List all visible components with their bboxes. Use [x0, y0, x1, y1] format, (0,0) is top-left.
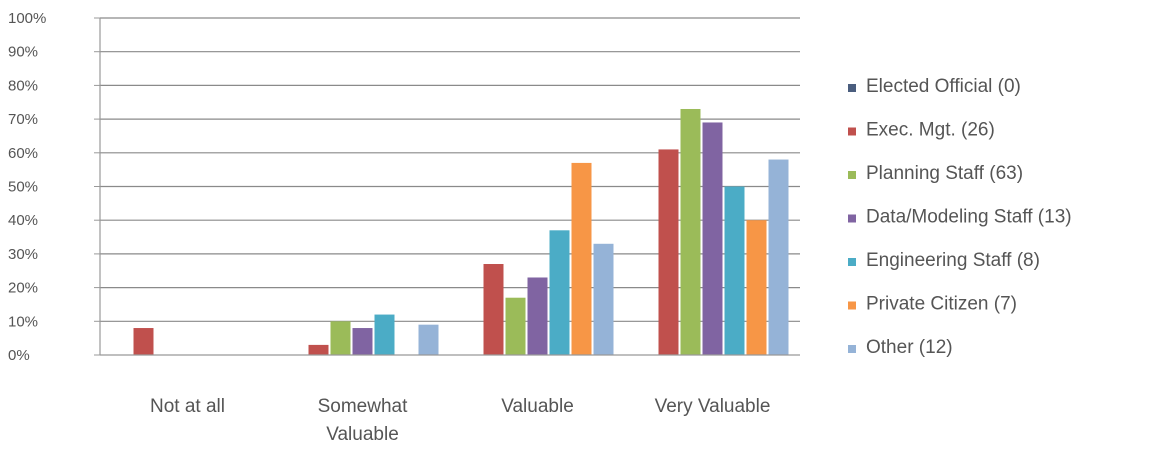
y-tick-label: 20% [8, 280, 38, 297]
bar [549, 230, 570, 355]
bar [571, 162, 592, 355]
bar [133, 328, 154, 355]
bar [746, 220, 767, 355]
bar [418, 324, 439, 355]
legend-label: Private Citizen (7) [866, 294, 1017, 315]
legend-swatch [848, 258, 856, 266]
x-category-label: Not at all [150, 396, 225, 417]
legend-label: Planning Staff (63) [866, 163, 1023, 184]
x-axis-labels: Not at all Somewhat Valuable Valuable Very V… [150, 396, 770, 445]
bar [702, 122, 723, 355]
bar [374, 314, 395, 355]
y-tick-label: 60% [8, 145, 38, 162]
axes [99, 18, 800, 356]
y-tick-label: 0% [8, 347, 30, 364]
legend-swatch [848, 84, 856, 92]
y-tick-label: 90% [8, 44, 38, 61]
y-tick-label: 30% [8, 246, 38, 263]
x-category-label: Valuable [501, 396, 574, 417]
bar [593, 243, 614, 355]
bar [768, 159, 789, 355]
grid-lines [100, 17, 800, 322]
bar [505, 297, 526, 355]
bar [724, 186, 745, 355]
y-tick-label: 80% [8, 77, 38, 94]
bar [352, 328, 373, 355]
y-axis-ticks: 0% 10% 20% 30% 40% 50% 60% 70% 80% 90% 100% [8, 10, 100, 364]
legend-swatch [848, 171, 856, 179]
legend-swatch [848, 301, 856, 310]
legend-label: Elected Official (0) [866, 76, 1021, 97]
legend-label: Exec. Mgt. (26) [866, 120, 995, 141]
legend-swatch [848, 127, 856, 136]
y-tick-label: 40% [8, 212, 38, 229]
bars [133, 108, 789, 356]
bar [483, 264, 504, 355]
bar [308, 344, 329, 355]
bar [527, 277, 548, 355]
y-tick-label: 50% [8, 179, 38, 196]
y-tick-label: 70% [8, 111, 38, 128]
x-category-label: Somewhat Valuable [318, 396, 408, 445]
x-category-label: Very Valuable [655, 396, 771, 417]
legend-label: Engineering Staff (8) [866, 250, 1040, 271]
bar [680, 108, 701, 356]
legend-swatch [848, 214, 856, 223]
y-tick-label: 100% [8, 10, 46, 27]
legend-label: Other (12) [866, 337, 953, 358]
bar [658, 149, 679, 355]
bar [330, 321, 351, 355]
legend-swatch [848, 345, 856, 353]
y-tick-label: 10% [8, 313, 38, 330]
legend-label: Data/Modeling Staff (13) [866, 207, 1072, 228]
legend: Elected Official (0) Exec. Mgt. (26) Plann… [848, 76, 1072, 358]
